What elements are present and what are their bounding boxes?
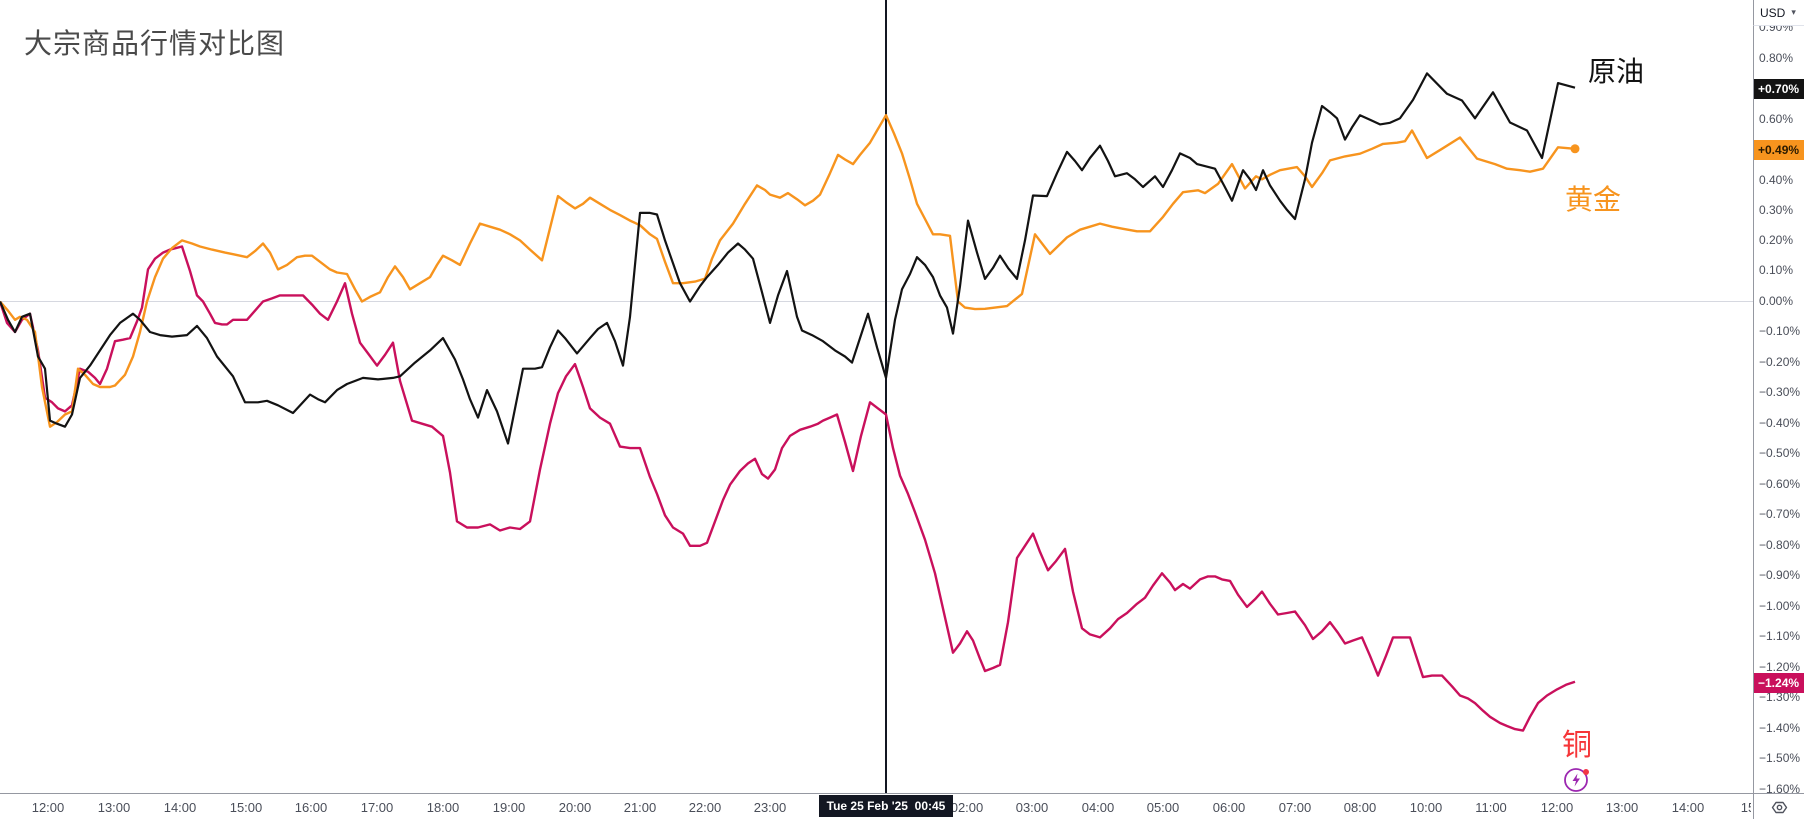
time-tick-label: 21:00 xyxy=(623,800,657,815)
price-tick-label: −1.10% xyxy=(1759,629,1801,643)
price-tick-label: −1.30% xyxy=(1759,690,1801,704)
crude-series-label: 原油 xyxy=(1588,56,1645,87)
time-tick-label: 17:00 xyxy=(360,800,394,815)
price-tick-label: −0.10% xyxy=(1759,324,1801,338)
copper-series-label: 铜 xyxy=(1562,729,1592,762)
time-labels: 12:00 13:00 14:00 15:00 16:00 17:00 18:00 19:00… xyxy=(0,794,1751,819)
time-tick-label: 13:00 xyxy=(97,800,131,815)
currency-label: USD xyxy=(1760,5,1786,20)
price-tick-label: −0.40% xyxy=(1759,416,1801,430)
crosshair-time: 00:45 xyxy=(914,799,946,813)
price-tick-label: −0.80% xyxy=(1759,538,1801,552)
price-tick-label: −0.90% xyxy=(1759,568,1801,582)
gear-icon xyxy=(1771,801,1788,813)
price-tick-label: 0.10% xyxy=(1759,263,1794,277)
time-tick-label: 23:00 xyxy=(753,800,787,815)
price-tick-label: 0.60% xyxy=(1759,112,1794,126)
time-axis[interactable]: 12:00 13:00 14:00 15:00 16:00 17:00 18:00 19:00… xyxy=(0,793,1804,819)
page-title: 大宗商品行情对比图 xyxy=(24,28,286,59)
time-tick-label: 14:00 xyxy=(1671,800,1705,815)
notification-dot xyxy=(1583,769,1589,775)
copper-series-line[interactable] xyxy=(0,245,1576,732)
time-tick-label: 07:00 xyxy=(1278,800,1312,815)
time-tick-label: 11:00 xyxy=(1475,800,1507,815)
time-tick-label: 04:00 xyxy=(1081,800,1115,815)
price-axis[interactable]: 0.90% 0.80% 0.60% 0.40% 0.30% 0.20% 0.10% 0.00%… xyxy=(1753,0,1804,796)
crude-oil-series-line[interactable] xyxy=(0,72,1576,445)
time-tick-label: 18:00 xyxy=(426,800,460,815)
price-tick-label: 0.30% xyxy=(1759,203,1794,217)
time-tick-label: 08:00 xyxy=(1343,800,1377,815)
time-tick-label: 13:00 xyxy=(1605,800,1639,815)
time-tick-label: 16:00 xyxy=(294,800,328,815)
price-tick-label: −0.50% xyxy=(1759,446,1801,460)
price-tick-label: 0.20% xyxy=(1759,233,1794,247)
time-tick-label: 06:00 xyxy=(1212,800,1246,815)
price-tick-label: −1.40% xyxy=(1759,721,1801,735)
time-tick-label: 22:00 xyxy=(688,800,722,815)
chevron-down-icon: ▾ xyxy=(1791,7,1796,17)
time-tick-label: 02:00 xyxy=(950,800,984,815)
price-tick-label: −1.20% xyxy=(1759,660,1801,674)
price-tick-label: −0.30% xyxy=(1759,385,1801,399)
gold-last-price-dot xyxy=(1570,144,1580,154)
price-tick-label: 0.80% xyxy=(1759,51,1794,65)
gold-series-label: 黄金 xyxy=(1565,184,1622,215)
chart-canvas xyxy=(0,0,1753,793)
price-tick-label: −1.60% xyxy=(1759,782,1801,796)
time-tick-label: 19:00 xyxy=(492,800,526,815)
crosshair-time-badge: Tue 25 Feb '25 00:45 xyxy=(819,795,953,817)
time-tick-label: 10:00 xyxy=(1409,800,1443,815)
time-tick-label: 14:00 xyxy=(163,800,197,815)
currency-selector[interactable]: USD ▾ xyxy=(1753,0,1804,26)
time-tick-label: 20:00 xyxy=(558,800,592,815)
price-tick-label: −1.50% xyxy=(1759,751,1801,765)
last-price-badge: −1.24% xyxy=(1754,673,1804,693)
time-tick-label: 15:00 xyxy=(229,800,263,815)
time-tick-label: 03:00 xyxy=(1015,800,1049,815)
axis-settings-button[interactable] xyxy=(1753,794,1804,819)
time-tick-label: 12:00 xyxy=(31,800,65,815)
crosshair-date: Tue 25 Feb '25 xyxy=(826,799,908,813)
price-tick-label: −0.20% xyxy=(1759,355,1801,369)
price-tick-label: 0.40% xyxy=(1759,173,1794,187)
last-price-badge: +0.70% xyxy=(1754,79,1804,99)
last-price-badge: +0.49% xyxy=(1754,140,1804,160)
price-tick-label: −1.00% xyxy=(1759,599,1801,613)
chart-plot-area[interactable]: 大宗商品行情对比图 原油黄金铜 xyxy=(0,0,1753,793)
price-tick-label: −0.60% xyxy=(1759,477,1801,491)
gold-series-line[interactable] xyxy=(0,114,1576,428)
time-tick-label: 12:00 xyxy=(1540,800,1574,815)
time-tick-label: 05:00 xyxy=(1146,800,1180,815)
price-tick-label: −0.70% xyxy=(1759,507,1801,521)
price-tick-label: 0.00% xyxy=(1759,294,1794,308)
time-tick-label: 15:00 xyxy=(1740,800,1751,815)
